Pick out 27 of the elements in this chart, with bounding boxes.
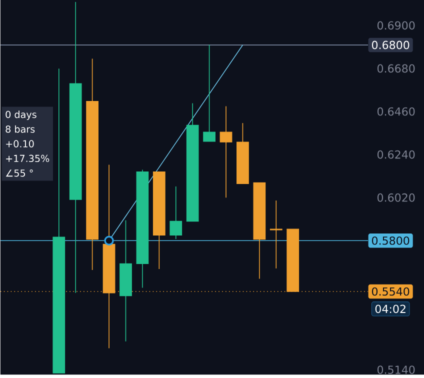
annotation: 8 bars [6,125,35,133]
candlestick [152,171,166,270]
y-tick-label: 0.6020 [377,193,415,202]
candlestick [120,220,132,342]
annotation: +17.35% [6,154,50,162]
candlestick [86,58,98,270]
y-tick-label: 0.5140 [377,365,415,374]
y-tick-label: 0.6240 [377,150,415,159]
candlestick [52,68,66,374]
candlestick [136,169,149,288]
candlestick [253,182,266,279]
y-tick-label: 0.6680 [377,64,415,72]
candlestick [203,44,216,142]
annotation: +0.10 [6,140,34,148]
ref-line-label: 0.5540 [372,287,410,296]
annotation: 0 days [6,110,36,120]
y-tick-label: 0.6460 [377,107,415,116]
candlestick [69,1,82,294]
candlestick [220,106,232,198]
candlestick [170,186,182,240]
y-tick-label: 0.6900 [377,21,415,30]
ref-line-label: 0.5800 [372,236,410,245]
text: 04:02 [375,304,406,313]
annotation: ∠55 ° [6,169,33,177]
candlestick [186,102,199,222]
candlestick [236,122,249,184]
ref-line-label: 0.6800 [372,40,410,49]
